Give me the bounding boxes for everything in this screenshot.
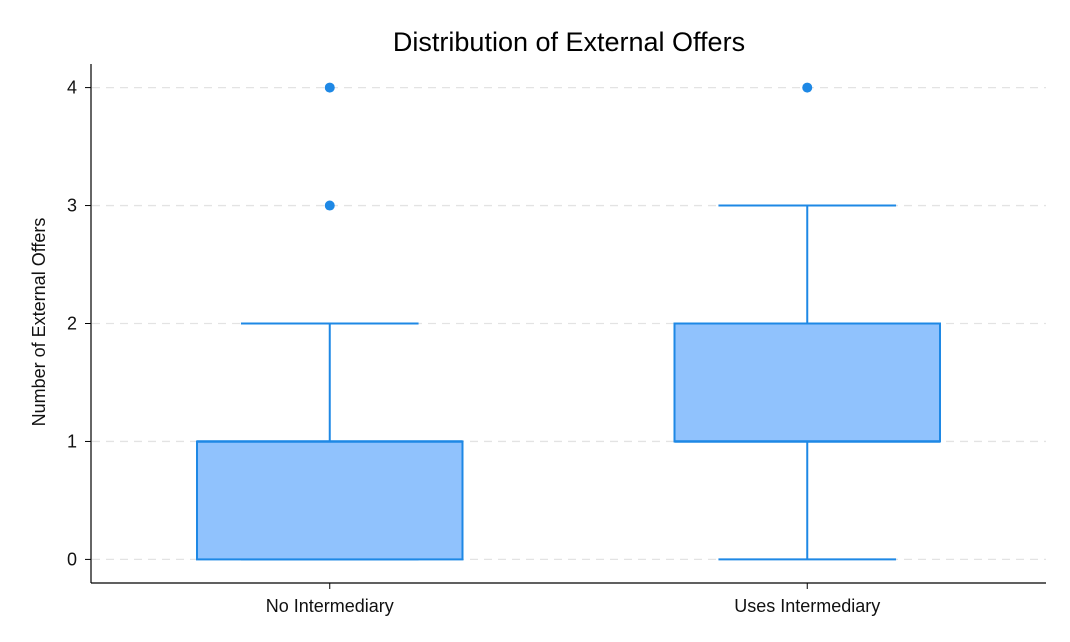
y-tick-label: 3 [67, 196, 77, 216]
axes [85, 64, 1046, 589]
y-tick-label: 1 [67, 431, 77, 451]
y-tick-label: 4 [67, 78, 77, 98]
box-group [196, 82, 464, 561]
outlier-point [802, 82, 813, 93]
y-tick-label: 0 [67, 549, 77, 569]
chart-title: Distribution of External Offers [393, 27, 745, 57]
outlier-point [324, 82, 335, 93]
boxes [196, 82, 941, 561]
outlier-point [324, 200, 335, 211]
y-axis-label: Number of External Offers [29, 218, 49, 427]
iqr-box [673, 322, 941, 443]
x-tick-label: No Intermediary [266, 596, 394, 616]
x-tick-label: Uses Intermediary [734, 596, 880, 616]
iqr-box [196, 440, 464, 561]
y-tick-label: 2 [67, 314, 77, 334]
box-group [673, 82, 941, 561]
tick-labels: 0 1 2 3 4 No Intermediary Uses Intermediary [67, 78, 880, 616]
